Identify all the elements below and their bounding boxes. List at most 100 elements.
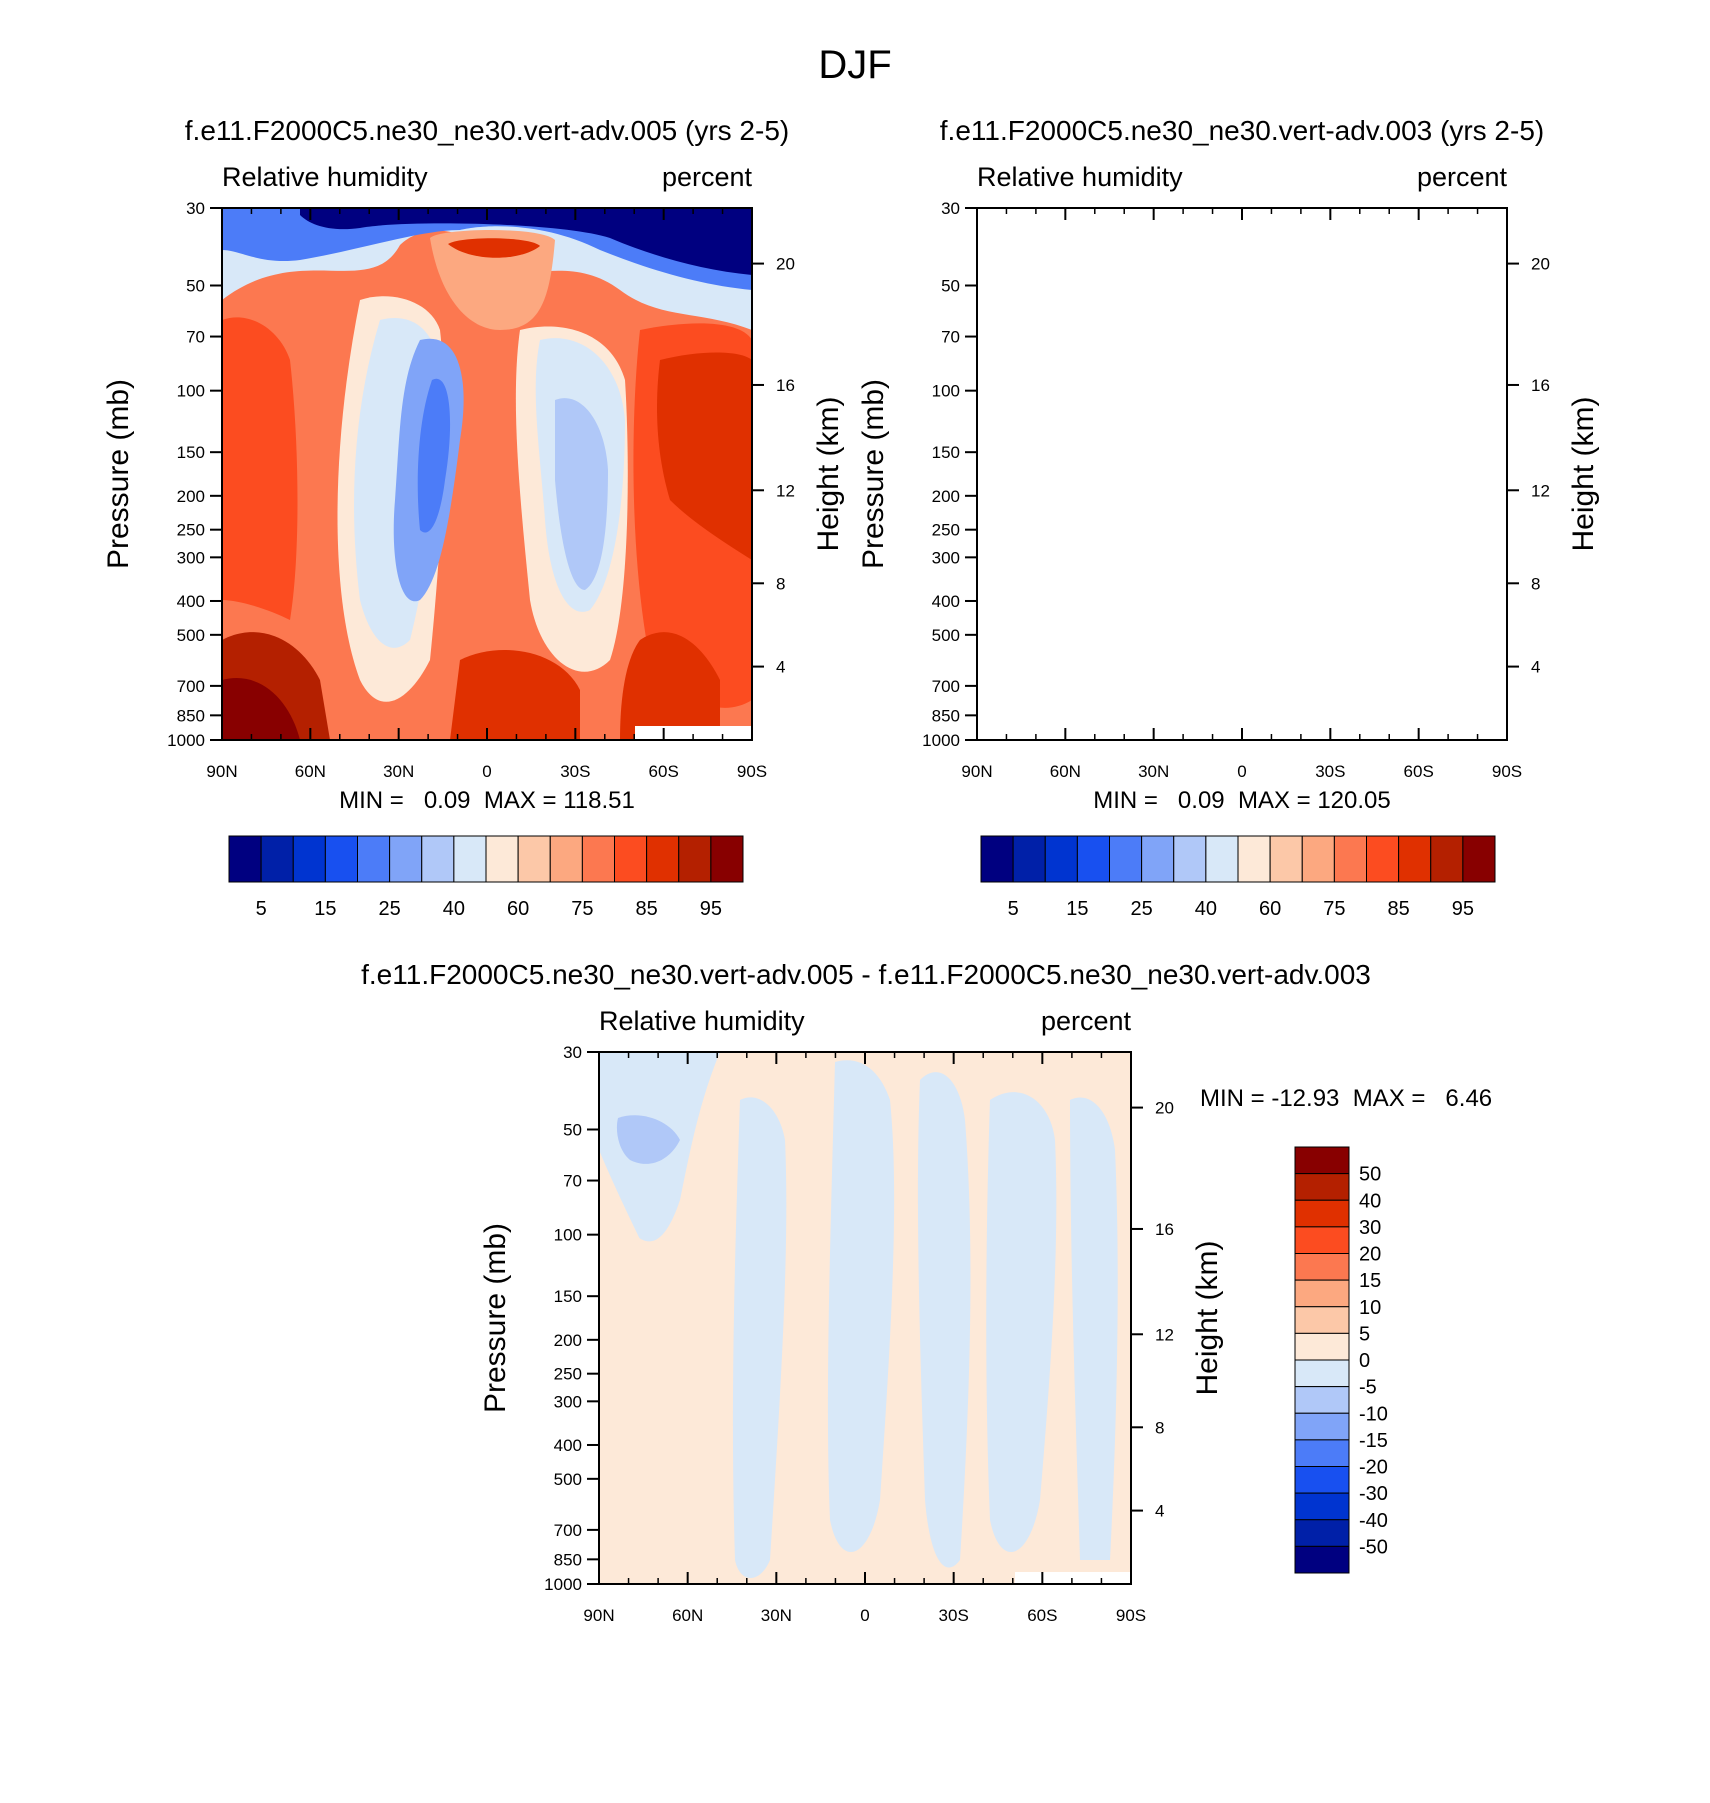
panel-2-north-dry xyxy=(1149,339,1219,602)
colorbar-label: 60 xyxy=(1259,898,1281,920)
colorbar-swatch xyxy=(1301,835,1335,883)
colorbar-swatch xyxy=(1294,1439,1350,1467)
colorbar-label: -10 xyxy=(1359,1403,1388,1425)
panel-1-units: percent xyxy=(662,162,753,192)
panel-2-ytick-label: 150 xyxy=(932,443,960,462)
panel-1-colorbar: 5 15 25 40 60 75 85 95 xyxy=(228,835,744,920)
panel-1-y2tick-label: 8 xyxy=(776,574,785,593)
panel-1-tropopause-moist xyxy=(430,230,555,330)
colorbar-swatch xyxy=(1294,1146,1350,1175)
panel-2-colorbar: 5 15 25 40 60 75 85 95 xyxy=(980,835,1496,920)
panel-1-ytick-label: 70 xyxy=(186,328,205,347)
colorbar-swatch xyxy=(1294,1466,1350,1494)
panel-1-variable: Relative humidity xyxy=(222,162,428,192)
panel-1-ytick-label: 300 xyxy=(177,548,205,567)
panel-3: f.e11.F2000C5.ne30_ne30.vert-adv.005 - f… xyxy=(361,959,1492,1625)
colorbar-label: 75 xyxy=(571,898,593,920)
panel-1-ytick-label: 200 xyxy=(177,487,205,506)
panel-2-xtick-label: 60N xyxy=(1050,762,1081,781)
panel-2-ytick-label: 1000 xyxy=(922,731,960,750)
colorbar-swatch xyxy=(1141,835,1175,883)
panel-1-ytick-label: 700 xyxy=(177,677,205,696)
colorbar-label: 30 xyxy=(1359,1217,1381,1239)
colorbar-label: 40 xyxy=(1359,1190,1381,1212)
colorbar-swatch xyxy=(581,835,615,883)
colorbar-label: 20 xyxy=(1359,1244,1381,1266)
colorbar-swatch xyxy=(1269,835,1303,883)
colorbar-label: 85 xyxy=(1388,898,1410,920)
panel-2-title: f.e11.F2000C5.ne30_ne30.vert-adv.003 (yr… xyxy=(940,115,1544,146)
panel-1-xtick-label: 0 xyxy=(482,762,491,781)
panel-2-subtropics-north xyxy=(1109,318,1195,648)
panel-3-xtick-label: 60S xyxy=(1027,1606,1057,1625)
colorbar-swatch xyxy=(421,835,455,883)
panel-2-subtropics-light xyxy=(1093,296,1200,702)
panel-2-southern-mid xyxy=(1388,323,1507,707)
colorbar-label: -20 xyxy=(1359,1457,1388,1479)
colorbar-swatch xyxy=(549,835,583,883)
panel-3-missing xyxy=(1015,1572,1131,1584)
colorbar-swatch xyxy=(1294,1253,1350,1281)
panel-1-ytick-label: 50 xyxy=(186,277,205,296)
panel-2: f.e11.F2000C5.ne30_ne30.vert-adv.003 (yr… xyxy=(857,115,1600,920)
panel-1-ytick-label: 250 xyxy=(177,521,205,540)
panel-3-y2tick-label: 8 xyxy=(1155,1418,1164,1437)
panel-2-tropopause-moist xyxy=(1185,230,1310,330)
panel-3-upper-dip xyxy=(616,1115,680,1164)
panel-3-ytick-label: 300 xyxy=(554,1392,582,1411)
panel-1-ytick-label: 1000 xyxy=(167,731,205,750)
panel-2-xtick-label: 60S xyxy=(1404,762,1434,781)
panel-1-y2tick-label: 12 xyxy=(776,481,795,500)
panel-3-ytick-label: 1000 xyxy=(544,1575,582,1594)
panel-1-y2tick-label: 16 xyxy=(776,376,795,395)
colorbar-swatch xyxy=(357,835,391,883)
panel-2-southern-core xyxy=(1412,353,1507,561)
panel-1-ytick-label: 150 xyxy=(177,443,205,462)
panel-3-ytick-label: 500 xyxy=(554,1470,582,1489)
panel-1-y2tick-label: 20 xyxy=(776,255,795,274)
panel-3-xtick-label: 0 xyxy=(860,1606,869,1625)
panel-2-y2tick-label: 12 xyxy=(1531,481,1550,500)
panel-1-ytick-label: 850 xyxy=(177,706,205,725)
colorbar-label: 0 xyxy=(1359,1350,1370,1372)
panel-2-ytick-label: 700 xyxy=(932,677,960,696)
panel-3-far-s-neg xyxy=(986,1092,1057,1553)
panel-1-southern-core xyxy=(657,352,752,560)
panel-3-xtick-label: 30N xyxy=(761,1606,792,1625)
panel-3-ylabel-right: Height (km) xyxy=(1191,1240,1224,1395)
panel-3-ylabel: Pressure (mb) xyxy=(479,1223,512,1413)
panel-1-xtick-label: 60S xyxy=(649,762,679,781)
panel-1-minmax: MIN = 0.09 MAX = 118.51 xyxy=(339,787,635,814)
colorbar-swatch xyxy=(1294,1359,1350,1388)
colorbar-swatch xyxy=(1294,1306,1350,1334)
panel-1-eq-low xyxy=(450,650,580,740)
panel-3-y2tick-label: 12 xyxy=(1155,1325,1174,1344)
panel-2-frame xyxy=(976,207,1508,741)
colorbar-swatch xyxy=(710,835,744,883)
colorbar-label: 5 xyxy=(1008,898,1019,920)
colorbar-swatch xyxy=(1294,1412,1350,1441)
panel-2-nh-low-moist xyxy=(977,632,1085,740)
colorbar-swatch xyxy=(678,835,712,883)
panel-1-ytick-label: 30 xyxy=(186,199,205,218)
panel-2-ytick-label: 400 xyxy=(932,592,960,611)
panel-3-ytick-label: 30 xyxy=(563,1043,582,1062)
panel-2-ylabel: Pressure (mb) xyxy=(857,379,890,569)
panel-2-south-dry xyxy=(1291,338,1380,612)
panel-2-ylabel-right: Height (km) xyxy=(1567,396,1600,551)
panel-1-ytick-label: 100 xyxy=(177,382,205,401)
colorbar-label: -40 xyxy=(1359,1510,1388,1532)
panel-2-units: percent xyxy=(1417,162,1508,192)
panel-3-nh-negative-2 xyxy=(599,1150,713,1560)
colorbar-label: 85 xyxy=(636,898,658,920)
panel-3-eq-neg xyxy=(827,1060,895,1553)
panel-1-south-dry-core xyxy=(555,398,608,590)
panel-3-s-neg xyxy=(917,1072,971,1568)
panel-1-tropopause-core xyxy=(448,238,540,258)
panel-2-y2tick-label: 8 xyxy=(1531,574,1540,593)
panel-1-ytick-label: 400 xyxy=(177,592,205,611)
panel-3-units: percent xyxy=(1041,1006,1132,1036)
panel-2-ytick-label: 50 xyxy=(941,277,960,296)
panel-1-title: f.e11.F2000C5.ne30_ne30.vert-adv.005 (yr… xyxy=(185,115,789,146)
panel-3-ytick-label: 200 xyxy=(554,1331,582,1350)
